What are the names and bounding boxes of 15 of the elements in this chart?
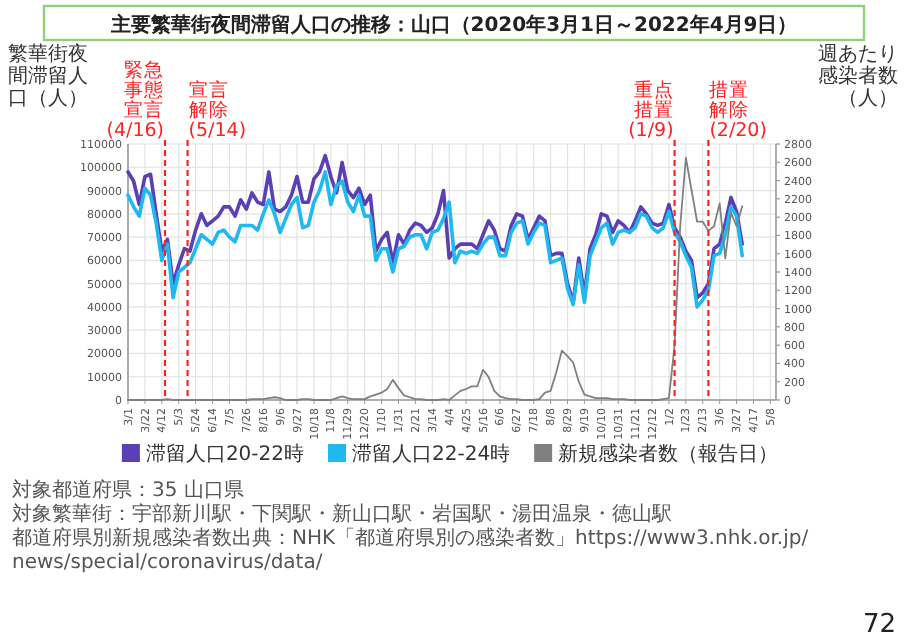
line-series — [127, 156, 744, 401]
text: 都道府県別新規感染者数出典：NHK「都道府県別の感染者数」https://www3.nhk.or.jp/news/special/coronavirus/data/ — [12, 526, 810, 574]
y2-axis-title: 週あたり感染者数（人） — [818, 44, 898, 110]
legend-label: 滞留人口20-22時 — [145, 442, 304, 466]
legend-label: 滞留人口22-24時 — [352, 442, 511, 466]
ref-line-label: 緊急事態宣言(4/16) — [106, 58, 165, 142]
ref-line-label: 措置解除(2/20) — [709, 78, 767, 142]
ref-line-label: 重点措置(1/9) — [628, 78, 674, 142]
chart-title: 主要繁華街夜間滞留人口の推移：山口（2020年3月1日～2022年4月9日） — [108, 13, 798, 37]
ref-line-label: 宣言解除(5/14) — [188, 78, 247, 142]
legend-label: 新規感染者数（報告日） — [558, 442, 779, 466]
text: 対象都道府県：35 山口県 — [12, 478, 244, 502]
y-axis-title: 繁華街夜間滞留人口（人） — [8, 42, 88, 110]
text: 対象繁華街：宇部新川駅・下関駅・新山口駅・岩国駅・湯田温泉・徳山駅 — [12, 502, 672, 526]
text: 72 — [862, 610, 896, 640]
